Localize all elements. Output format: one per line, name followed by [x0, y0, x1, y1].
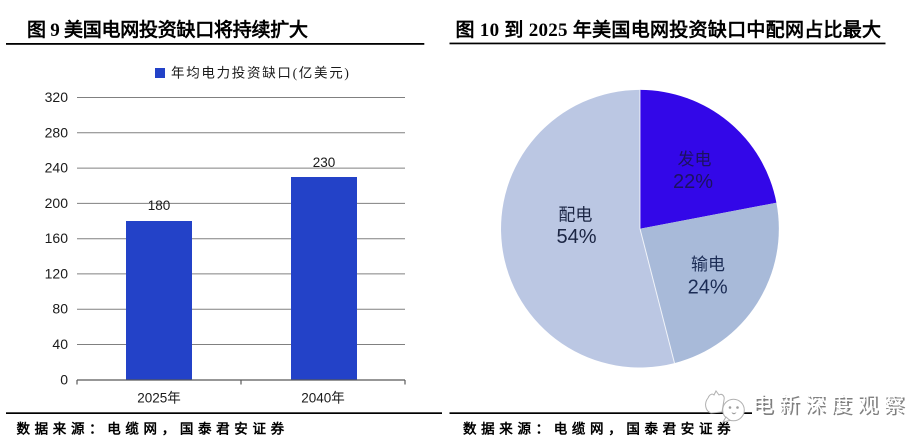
svg-text:80: 80	[52, 301, 68, 317]
svg-text:配电: 配电	[558, 206, 592, 225]
svg-text:22%: 22%	[673, 171, 713, 193]
svg-text:320: 320	[45, 89, 69, 105]
svg-text:2040年: 2040年	[301, 391, 345, 406]
svg-text:电新深度观察: 电新深度观察	[752, 394, 909, 417]
svg-text:发电: 发电	[678, 150, 712, 169]
svg-text:电新深度观察: 电新深度观察	[754, 395, 911, 418]
svg-text:240: 240	[45, 160, 69, 176]
svg-text:180: 180	[148, 198, 171, 213]
svg-text:24%: 24%	[688, 277, 728, 299]
svg-text:数据来源：电缆网，国泰君安证券: 数据来源：电缆网，国泰君安证券	[463, 421, 735, 437]
svg-text:120: 120	[45, 265, 69, 281]
svg-text:0: 0	[60, 372, 68, 388]
svg-text:图 10 到 2025 年美国电网投资缺口中配网占比最大: 图 10 到 2025 年美国电网投资缺口中配网占比最大	[456, 18, 882, 41]
svg-text:年均电力投资缺口(亿美元): 年均电力投资缺口(亿美元)	[171, 66, 351, 81]
svg-text:2025年: 2025年	[137, 391, 181, 406]
svg-text:数据来源：电缆网，国泰君安证券: 数据来源：电缆网，国泰君安证券	[17, 421, 289, 437]
svg-text:图 9 美国电网投资缺口将持续扩大: 图 9 美国电网投资缺口将持续扩大	[27, 18, 308, 41]
svg-text:54%: 54%	[556, 226, 596, 248]
svg-text:200: 200	[45, 195, 69, 211]
svg-text:输电: 输电	[691, 255, 725, 274]
svg-text:40: 40	[52, 336, 68, 352]
svg-text:230: 230	[313, 155, 336, 170]
svg-text:280: 280	[45, 124, 69, 140]
svg-text:160: 160	[45, 230, 69, 246]
